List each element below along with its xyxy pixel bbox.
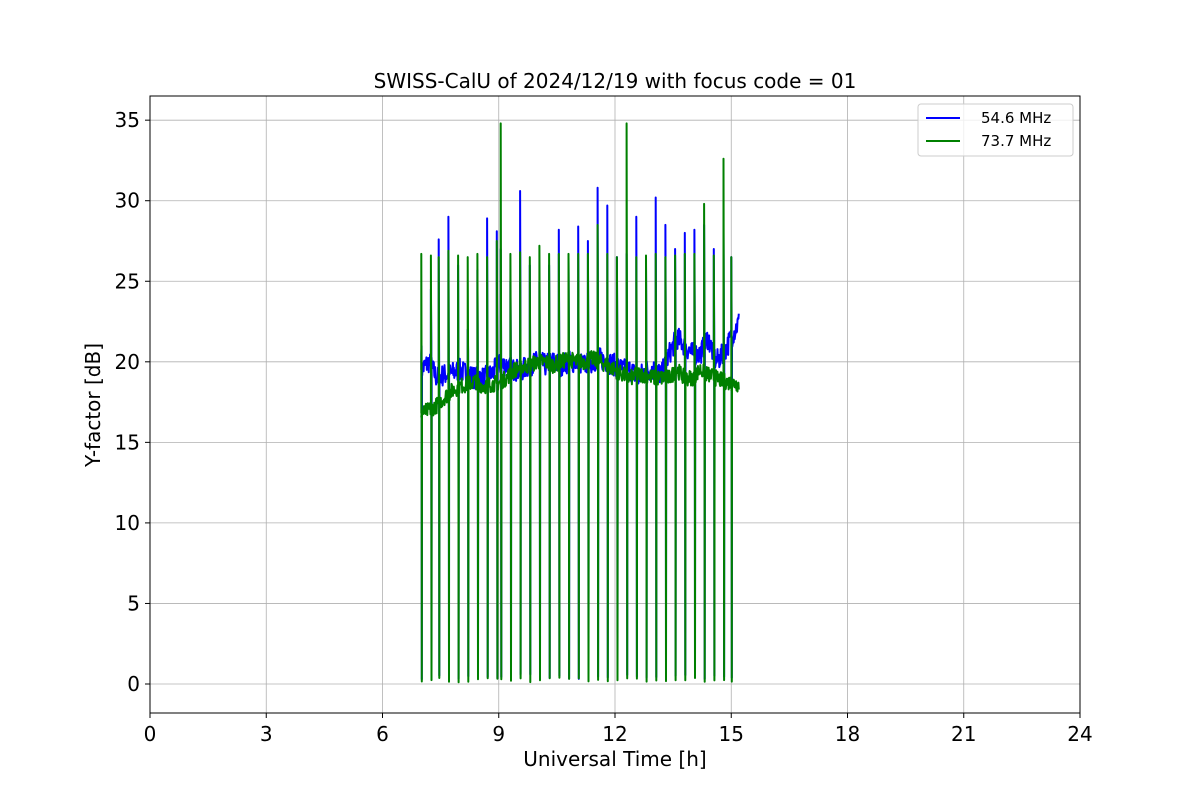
x-tick-label: 12	[602, 722, 627, 746]
chart-title: SWISS-CalU of 2024/12/19 with focus code…	[374, 69, 857, 93]
x-tick-label: 9	[492, 722, 505, 746]
x-tick-label: 15	[719, 722, 744, 746]
legend-label-2: 73.7 MHz	[981, 132, 1051, 150]
y-tick-label: 5	[127, 591, 140, 615]
x-axis: 0 3 6 9 12 15 18 21 24	[144, 713, 1093, 746]
series-line-2	[420, 122, 740, 684]
y-tick-label: 20	[115, 350, 140, 374]
x-tick-label: 24	[1067, 722, 1092, 746]
y-axis-label: Y-factor [dB]	[81, 343, 105, 468]
series-layer	[420, 122, 740, 684]
legend: 54.6 MHz 73.7 MHz	[917, 103, 1074, 157]
x-tick-label: 21	[951, 722, 976, 746]
y-tick-label: 30	[115, 189, 140, 213]
y-tick-label: 10	[115, 511, 140, 535]
y-tick-label: 35	[115, 108, 140, 132]
y-tick-label: 15	[115, 430, 140, 454]
x-axis-label: Universal Time [h]	[523, 747, 706, 771]
y-tick-label: 0	[127, 672, 140, 696]
legend-label-1: 54.6 MHz	[981, 109, 1051, 127]
x-tick-label: 0	[144, 722, 157, 746]
x-tick-label: 6	[376, 722, 389, 746]
y-axis: 0 5 10 15 20 25 30 35	[115, 108, 150, 696]
y-tick-label: 25	[115, 269, 140, 293]
x-tick-label: 18	[835, 722, 860, 746]
x-tick-label: 3	[260, 722, 273, 746]
